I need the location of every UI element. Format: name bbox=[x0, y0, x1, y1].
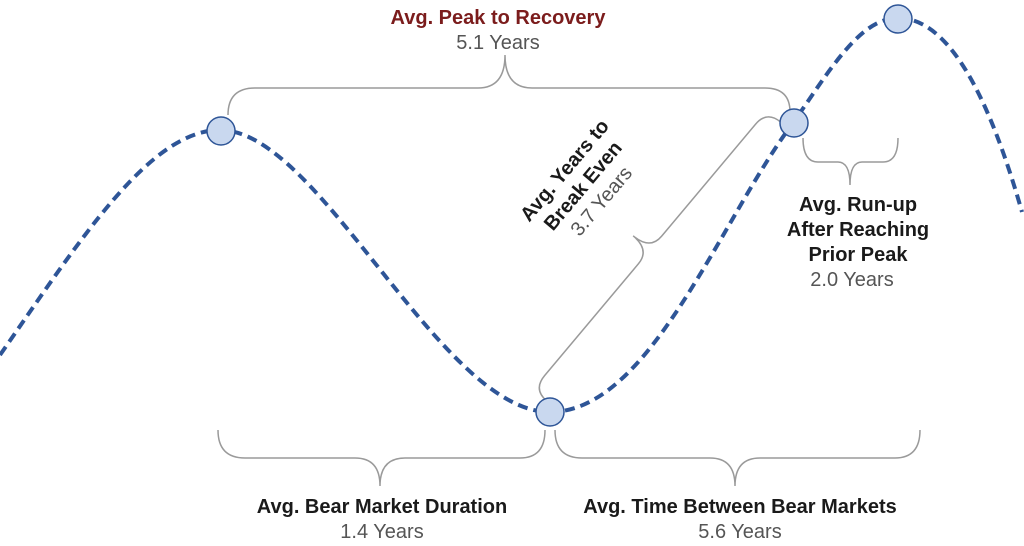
annotation-value: 1.4 Years bbox=[340, 521, 423, 543]
annotation-label: Avg. Bear Market Duration bbox=[257, 496, 507, 518]
annotation-label: Avg. Run-up bbox=[799, 194, 917, 216]
brace-break-even-group bbox=[538, 116, 782, 402]
annotation-value: 5.1 Years bbox=[456, 32, 539, 54]
trough-point bbox=[535, 397, 565, 427]
annotation-label: Prior Peak bbox=[809, 244, 909, 266]
brace-bear-duration bbox=[217, 429, 546, 487]
brace-between-bears bbox=[554, 429, 921, 487]
annotation-label: Avg. Peak to Recovery bbox=[391, 7, 607, 29]
brace-run-up bbox=[802, 137, 899, 186]
new-peak-point bbox=[883, 4, 913, 34]
annotation-value: 2.0 Years bbox=[810, 269, 893, 291]
annotation-label: After Reaching bbox=[787, 219, 929, 241]
annotation-value: 5.6 Years bbox=[698, 521, 781, 543]
brace-break-even bbox=[538, 116, 782, 402]
annotation-label: Avg. Time Between Bear Markets bbox=[583, 496, 896, 518]
recovery-point bbox=[779, 108, 809, 138]
brace-peak-to-recovery bbox=[227, 54, 791, 116]
peak-point bbox=[206, 116, 236, 146]
break-even-text: Avg. Years to Break Even 3.7 Years bbox=[516, 116, 637, 241]
